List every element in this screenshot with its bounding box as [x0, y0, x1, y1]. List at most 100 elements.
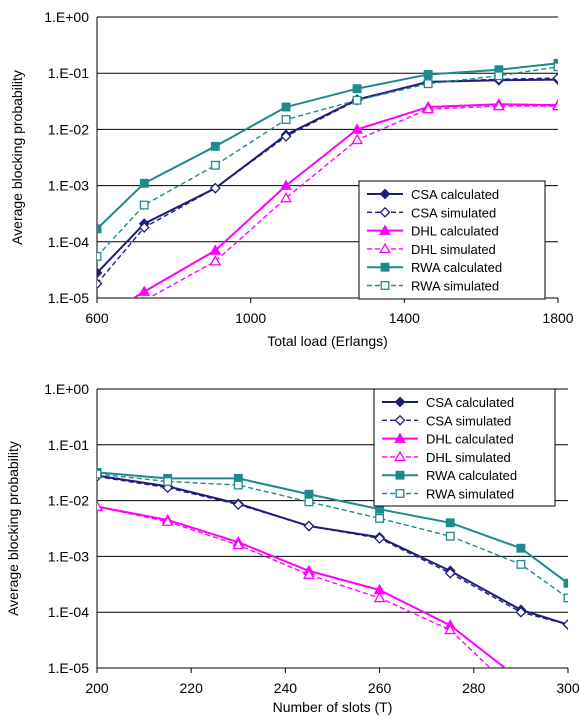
data-point — [280, 179, 292, 190]
legend: CSA calculated CSA simulated DHL calculate… — [358, 180, 546, 300]
x-tick-label: 1800 — [542, 310, 573, 326]
series-line — [97, 66, 558, 257]
legend-label: RWA simulated — [426, 487, 514, 502]
series-dhl-simulated — [147, 99, 558, 298]
legend-label: RWA calculated — [411, 260, 502, 275]
data-point — [209, 244, 222, 255]
y-axis-title: Average blocking probability — [5, 441, 21, 616]
data-point — [553, 62, 558, 72]
legend-label: DHL calculated — [411, 224, 499, 239]
legend-item: RWA calculated — [382, 468, 517, 483]
legend-label: CSA simulated — [411, 205, 496, 220]
data-point — [552, 72, 558, 84]
y-tick-label: 1.E-04 — [48, 604, 89, 620]
data-point — [97, 278, 103, 290]
legend-item: CSA simulated — [382, 413, 511, 428]
data-point — [375, 513, 385, 523]
legend-box — [358, 180, 546, 300]
legend-marker — [380, 262, 390, 272]
data-point — [303, 568, 315, 579]
data-point — [373, 591, 386, 603]
data-point — [444, 623, 457, 635]
data-point — [375, 504, 385, 514]
series-rwa-calculated — [97, 467, 568, 588]
data-point — [280, 131, 292, 142]
legend-marker — [394, 396, 406, 408]
data-point — [97, 251, 102, 261]
data-point — [516, 559, 526, 569]
data-point — [138, 222, 150, 233]
data-point — [563, 593, 568, 603]
legend-marker — [379, 224, 391, 235]
legend-box — [373, 388, 556, 507]
y-tick-label: 1.E-01 — [48, 65, 89, 81]
y-tick-label: 1.E-02 — [48, 121, 89, 137]
y-tick-label: 1.E-03 — [48, 178, 89, 194]
data-point — [209, 255, 222, 266]
legend-marker — [395, 489, 405, 498]
legend-item: CSA calculated — [367, 187, 499, 202]
data-point — [233, 480, 243, 490]
x-tick-label: 1000 — [235, 310, 266, 326]
y-tick-label: 1.E-03 — [48, 548, 89, 564]
x-tick-label: 220 — [180, 680, 204, 696]
legend-marker — [380, 281, 390, 290]
data-point — [304, 497, 314, 507]
series-rwa-simulated — [97, 469, 568, 603]
x-tick-label: 240 — [274, 680, 298, 696]
legend-marker — [394, 432, 406, 443]
data-point — [139, 178, 149, 188]
chart-2: 1.E-05 1.E-04 1.E-03 1.E-02 1.E-01 1.E+00 200 2… — [5, 381, 580, 715]
series-line — [97, 78, 558, 274]
data-point — [516, 543, 526, 553]
series-dhl-simulated — [97, 500, 492, 668]
x-tick-label: 600 — [85, 310, 109, 326]
data-point — [494, 71, 504, 81]
legend-label: DHL simulated — [411, 242, 496, 257]
legend-marker — [394, 414, 406, 426]
series-line — [97, 471, 568, 585]
y-axis-title: Average blocking probability — [9, 70, 25, 245]
series-line — [97, 505, 507, 668]
data-point — [97, 224, 102, 234]
data-point — [281, 102, 291, 112]
legend-item: DHL simulated — [382, 450, 511, 465]
data-point — [161, 515, 174, 526]
data-point — [423, 79, 433, 89]
x-tick-label: 200 — [85, 680, 109, 696]
series-line — [97, 473, 568, 599]
data-point — [444, 567, 456, 579]
y-tick-label: 1.E-05 — [48, 660, 89, 676]
series-rwa-simulated — [97, 62, 558, 261]
data-point — [445, 531, 455, 541]
legend-label: CSA simulated — [426, 413, 511, 428]
legend-item: CSA simulated — [367, 205, 496, 220]
data-point — [209, 182, 221, 194]
x-tick-label: 1400 — [389, 310, 420, 326]
data-point — [97, 267, 103, 279]
data-point — [303, 520, 315, 532]
data-point — [232, 499, 244, 510]
legend: CSA calculated CSA simulated DHL calculate… — [373, 388, 556, 507]
data-point — [210, 141, 220, 151]
legend-label: RWA simulated — [411, 279, 499, 294]
legend-item: RWA simulated — [367, 279, 499, 294]
data-point — [139, 200, 149, 210]
data-point — [515, 606, 527, 618]
legend-label: DHL calculated — [426, 432, 514, 447]
data-point — [351, 123, 364, 134]
series-line — [97, 62, 558, 230]
data-point — [352, 84, 362, 94]
data-point — [97, 500, 103, 511]
legend-item: RWA simulated — [382, 487, 514, 502]
x-tick-label: 260 — [368, 680, 392, 696]
data-point — [304, 489, 314, 499]
legend-item: DHL calculated — [382, 432, 514, 447]
legend-label: CSA calculated — [411, 187, 499, 202]
legend-marker — [379, 242, 391, 254]
y-tick-label: 1.E-05 — [48, 290, 89, 306]
legend-item: CSA calculated — [382, 395, 514, 410]
legend-marker — [379, 206, 391, 218]
data-point — [163, 477, 173, 486]
